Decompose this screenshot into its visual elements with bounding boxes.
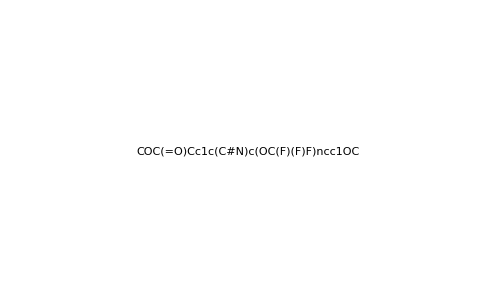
Text: COC(=O)Cc1c(C#N)c(OC(F)(F)F)ncc1OC: COC(=O)Cc1c(C#N)c(OC(F)(F)F)ncc1OC <box>136 146 360 157</box>
